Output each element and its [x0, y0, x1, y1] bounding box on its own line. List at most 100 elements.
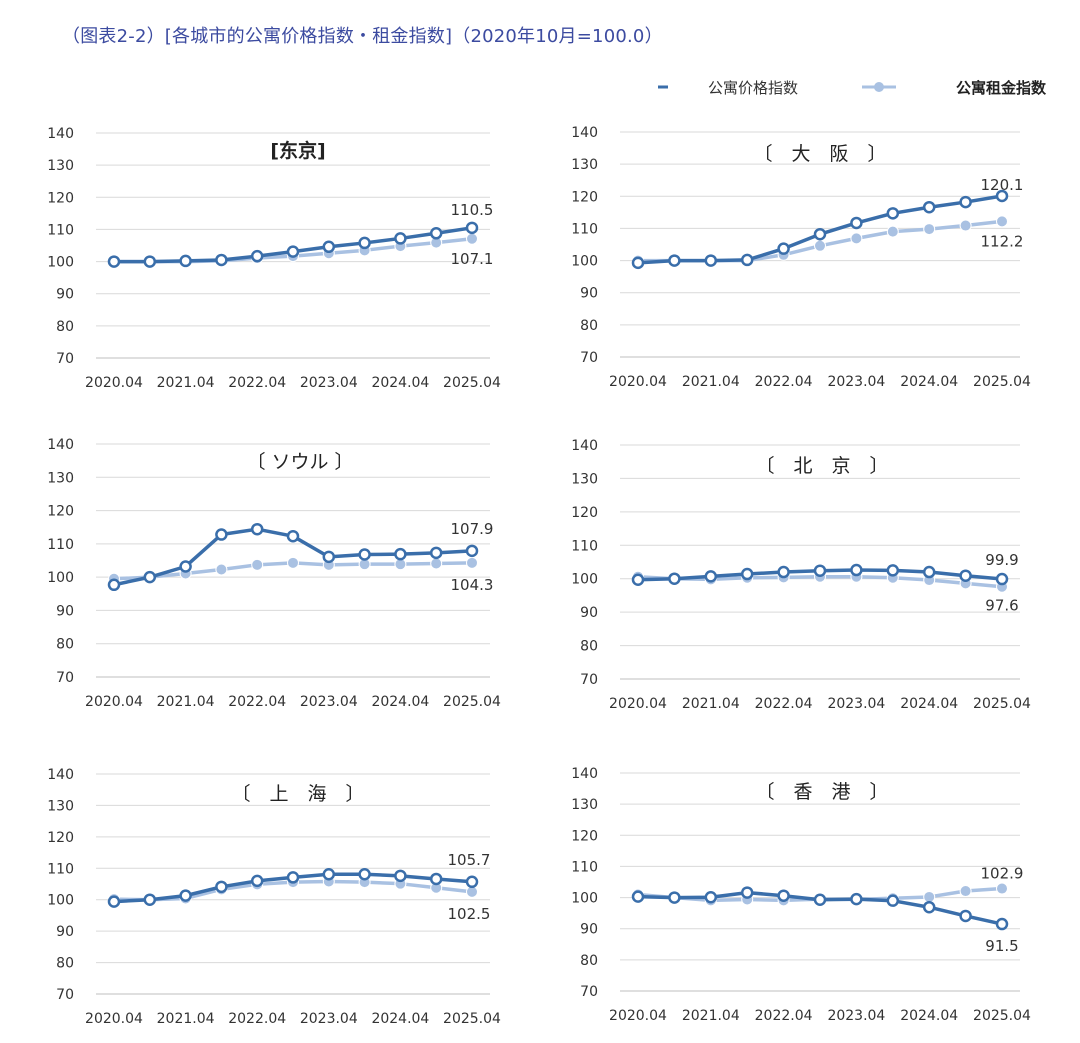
chart-title: 〔 大 阪 〕 — [753, 143, 886, 165]
x-tick-label: 2021.04 — [682, 1008, 740, 1024]
x-tick-label: 2023.04 — [300, 375, 358, 391]
data-point-price — [143, 255, 157, 268]
x-tick-label: 2021.04 — [682, 696, 740, 712]
data-point-price — [179, 889, 192, 902]
data-point-price — [107, 578, 121, 592]
data-point-price — [107, 895, 121, 908]
data-point-rent — [959, 219, 972, 232]
y-tick-label: 80 — [580, 318, 598, 334]
x-tick-label: 2023.04 — [300, 1011, 358, 1027]
data-point-price — [465, 221, 479, 235]
data-point-price — [322, 550, 336, 564]
y-tick-label: 130 — [571, 797, 598, 813]
end-value-label-price: 107.9 — [451, 520, 494, 538]
y-tick-label: 140 — [47, 767, 74, 783]
end-value-label-rent: 97.6 — [985, 597, 1018, 615]
data-point-price — [322, 868, 336, 881]
data-point-price — [394, 547, 407, 561]
x-tick-label: 2022.04 — [755, 1008, 813, 1024]
chart-title: 〔 ソウル 〕 — [246, 451, 353, 473]
x-tick-label: 2022.04 — [228, 375, 286, 391]
chart-title: 〔 北 京 〕 — [755, 455, 888, 477]
x-tick-label: 2021.04 — [157, 1011, 215, 1027]
legend-label-rent: 公寓租金指数 — [956, 79, 1047, 97]
data-point-price — [631, 573, 645, 586]
y-tick-label: 70 — [56, 670, 74, 686]
y-tick-label: 130 — [571, 471, 598, 487]
end-value-label-price: 91.5 — [985, 937, 1018, 955]
data-point-rent — [923, 890, 936, 903]
x-tick-label: 2022.04 — [755, 696, 813, 712]
x-tick-label: 2020.04 — [609, 374, 667, 390]
data-point-price — [143, 893, 157, 906]
x-tick-label: 2020.04 — [85, 694, 143, 710]
data-point-price — [358, 548, 371, 561]
end-value-label-price: 120.1 — [981, 176, 1024, 194]
x-tick-label: 2025.04 — [973, 1008, 1031, 1024]
y-tick-label: 80 — [580, 639, 598, 655]
end-value-label-rent: 102.5 — [448, 905, 491, 923]
x-tick-label: 2025.04 — [973, 696, 1031, 712]
y-tick-label: 120 — [47, 190, 74, 206]
data-point-price — [143, 570, 157, 584]
data-point-price — [777, 565, 790, 579]
data-point-price — [813, 893, 827, 907]
x-tick-label: 2024.04 — [371, 375, 429, 391]
data-point-price — [813, 227, 827, 241]
data-point-rent — [251, 558, 264, 571]
y-tick-label: 120 — [571, 189, 598, 205]
x-tick-label: 2020.04 — [85, 1011, 143, 1027]
data-point-rent — [959, 885, 972, 898]
y-tick-label: 120 — [47, 504, 74, 520]
data-point-price — [358, 236, 371, 250]
data-point-price — [465, 544, 479, 558]
data-point-price — [429, 227, 443, 240]
data-point-price — [322, 240, 336, 254]
y-tick-label: 120 — [571, 505, 598, 521]
data-point-price — [179, 560, 192, 573]
data-point-price — [631, 890, 645, 903]
x-tick-label: 2023.04 — [827, 1008, 885, 1024]
x-tick-label: 2025.04 — [443, 375, 501, 391]
x-tick-label: 2023.04 — [300, 694, 358, 710]
y-tick-label: 100 — [47, 570, 74, 586]
data-point-price — [777, 242, 790, 255]
data-point-price — [394, 869, 407, 883]
y-tick-label: 130 — [47, 158, 74, 174]
end-value-label-price: 110.5 — [451, 201, 494, 219]
y-tick-label: 70 — [56, 987, 74, 1003]
data-point-price — [250, 522, 264, 536]
x-tick-label: 2022.04 — [228, 694, 286, 710]
data-point-price — [959, 909, 972, 923]
data-point-price — [886, 564, 900, 577]
data-point-price — [704, 254, 718, 267]
y-tick-label: 100 — [47, 893, 74, 909]
data-point-price — [959, 195, 972, 209]
data-point-rent — [923, 223, 936, 236]
data-point-price — [668, 891, 681, 904]
y-tick-label: 70 — [580, 672, 598, 688]
data-point-price — [107, 255, 121, 268]
data-point-price — [394, 232, 407, 245]
x-tick-label: 2021.04 — [157, 694, 215, 710]
data-point-price — [995, 572, 1009, 586]
y-tick-label: 100 — [47, 255, 74, 271]
y-tick-label: 80 — [56, 319, 74, 335]
y-tick-label: 110 — [47, 222, 74, 238]
y-tick-label: 90 — [580, 605, 598, 621]
y-tick-label: 90 — [56, 603, 74, 619]
y-tick-label: 110 — [571, 221, 598, 237]
data-point-price — [631, 256, 645, 270]
data-point-price — [922, 900, 936, 914]
data-point-rent — [814, 239, 826, 252]
data-point-price — [922, 200, 936, 214]
y-tick-label: 130 — [47, 470, 74, 486]
chart-5: 70 80 90 100 110 120 130 140 2020.04 2021.04 2022.… — [571, 766, 1031, 1024]
y-tick-label: 130 — [571, 157, 598, 173]
data-point-price — [704, 891, 718, 904]
end-value-label-rent: 112.2 — [981, 232, 1024, 250]
data-point-price — [740, 886, 754, 899]
x-tick-label: 2020.04 — [609, 1008, 667, 1024]
data-point-price — [429, 872, 443, 886]
data-point-price — [850, 563, 863, 577]
